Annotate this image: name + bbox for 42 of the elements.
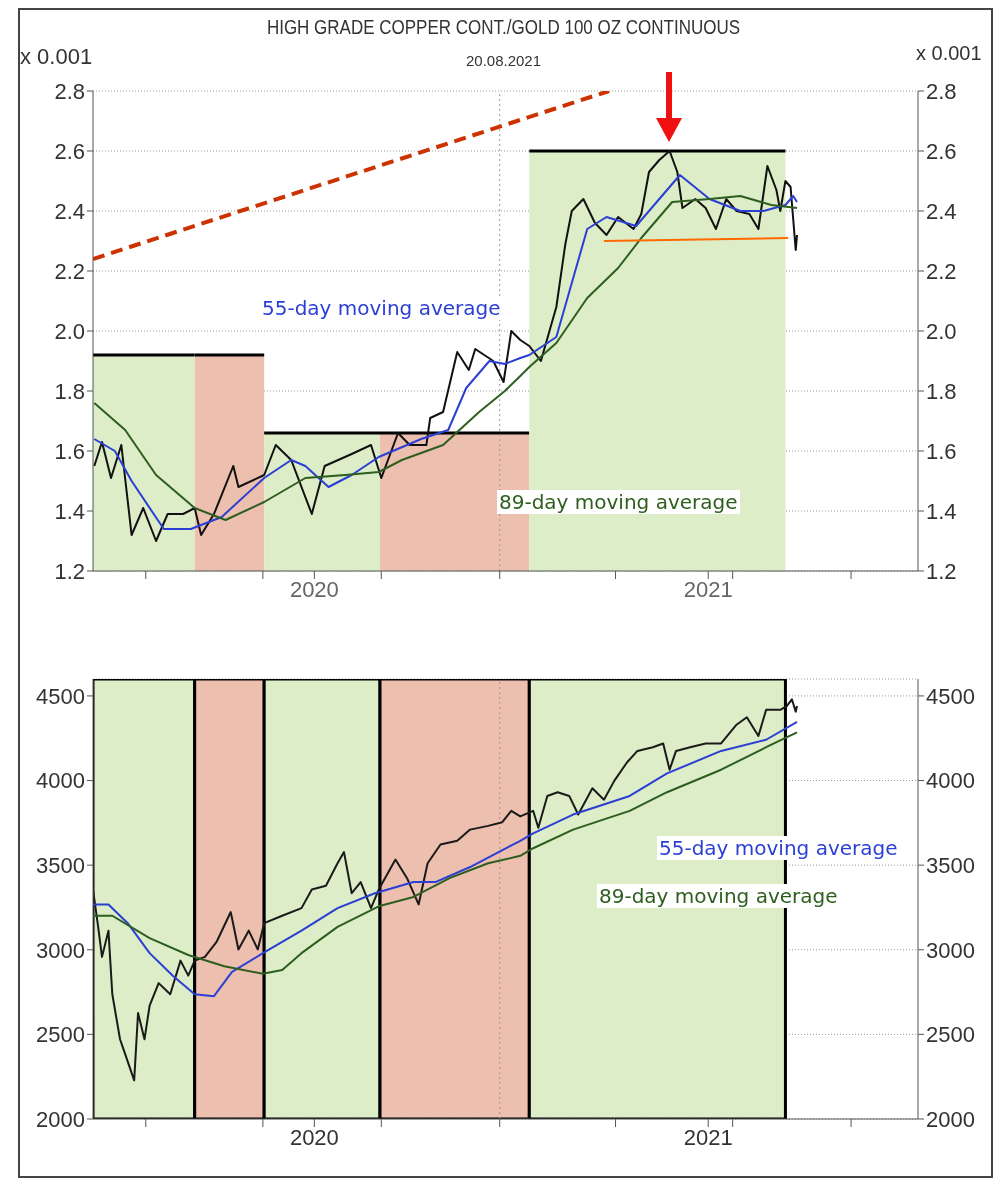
y2-tick-label: 3000 (926, 937, 975, 963)
y-tick-label: 3500 (36, 852, 85, 878)
y2-tick-label: 1.2 (926, 558, 957, 584)
y-tick-label: 1.2 (54, 558, 85, 584)
y-tick-label: 1.4 (54, 498, 85, 524)
y-tick-label: 2.2 (54, 258, 85, 284)
x-tick-label: 2021 (683, 576, 733, 602)
y-tick-label: 2500 (36, 1022, 85, 1048)
y-tick-label: 2.0 (54, 318, 85, 344)
y2-tick-label: 2.0 (926, 318, 957, 344)
y2-tick-label: 3500 (926, 852, 975, 878)
x-tick-label: 2020 (289, 576, 339, 602)
y-tick-label: 1.8 (54, 378, 85, 404)
x-tick-label: 2021 (683, 1124, 733, 1150)
y-tick-label: 4500 (36, 683, 85, 709)
y-axis-title: x 0.001 (20, 44, 93, 70)
y-tick-label: 3000 (36, 937, 85, 963)
y2-tick-label: 4500 (926, 683, 975, 709)
y-tick-label: 2.6 (54, 138, 85, 164)
text: 89-day moving average (497, 490, 740, 514)
y-tick-label: 2.4 (54, 198, 85, 224)
y2-tick-label: 2000 (926, 1106, 975, 1132)
x-tick-label: 2020 (289, 1124, 339, 1150)
text: 55-day moving average (260, 296, 503, 320)
y2-axis-title: x 0.001 (916, 42, 982, 65)
y2-tick-label: 2.6 (926, 138, 957, 164)
chart-title: HIGH GRADE COPPER CONT./GOLD 100 OZ CONTINUOUS (265, 16, 742, 39)
y2-tick-label: 1.4 (926, 498, 957, 524)
y-tick-label: 4000 (36, 768, 85, 794)
y2-tick-label: 4000 (926, 768, 975, 794)
y-tick-label: 2000 (36, 1106, 85, 1132)
text: 89-day moving average (597, 884, 840, 908)
chart-subtitle: 20.08.2021 (465, 52, 542, 69)
y2-tick-label: 2500 (926, 1022, 975, 1048)
y2-tick-label: 2.8 (926, 78, 957, 104)
y-tick-label: 1.6 (54, 438, 85, 464)
y2-tick-label: 2.2 (926, 258, 957, 284)
text: 55-day moving average (657, 836, 900, 860)
y2-tick-label: 1.6 (926, 438, 957, 464)
y2-tick-label: 1.8 (926, 378, 957, 404)
y2-tick-label: 2.4 (926, 198, 957, 224)
y-tick-label: 2.8 (54, 78, 85, 104)
